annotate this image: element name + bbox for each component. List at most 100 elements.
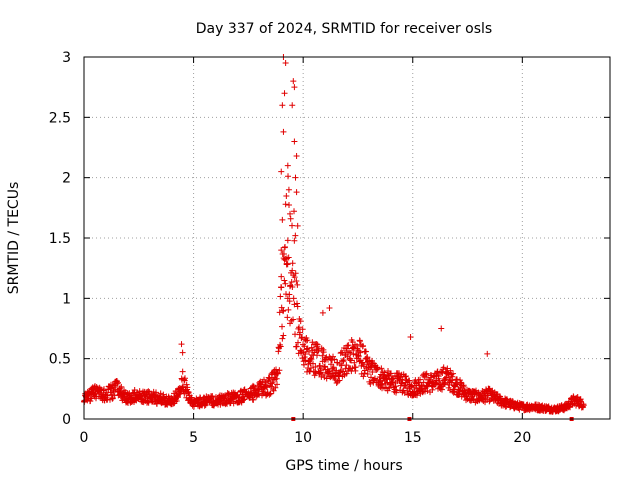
data-point bbox=[179, 384, 186, 391]
data-point bbox=[308, 344, 315, 351]
data-point bbox=[276, 367, 283, 374]
data-point bbox=[454, 376, 461, 383]
data-point bbox=[173, 397, 180, 404]
data-point bbox=[294, 303, 301, 310]
data-point bbox=[460, 382, 467, 389]
data-point bbox=[278, 284, 285, 291]
data-point bbox=[450, 389, 457, 396]
data-point bbox=[291, 301, 298, 308]
data-point bbox=[289, 102, 296, 109]
data-point bbox=[282, 255, 289, 262]
x-axis: 0 5 10 15 20 bbox=[80, 57, 531, 446]
data-point bbox=[284, 162, 291, 169]
data-point bbox=[484, 350, 491, 357]
data-point bbox=[185, 389, 192, 396]
data-point bbox=[393, 387, 400, 394]
data-point bbox=[276, 309, 283, 316]
data-point bbox=[378, 365, 385, 372]
data-point bbox=[114, 380, 121, 387]
data-point bbox=[275, 369, 282, 376]
y-axis-label: SRMTID / TECUs bbox=[6, 182, 22, 295]
data-point bbox=[340, 357, 347, 364]
data-point bbox=[278, 273, 285, 280]
data-point bbox=[178, 341, 185, 348]
data-point bbox=[347, 356, 354, 363]
data-point bbox=[277, 293, 284, 300]
data-point bbox=[285, 173, 292, 180]
data-point bbox=[289, 267, 296, 274]
data-point bbox=[241, 396, 248, 403]
data-point bbox=[447, 387, 454, 394]
data-point bbox=[316, 370, 323, 377]
data-point bbox=[282, 201, 289, 208]
data-point bbox=[279, 102, 286, 109]
data-point bbox=[182, 375, 189, 382]
data-point bbox=[282, 244, 289, 251]
data-point bbox=[111, 384, 118, 391]
data-point bbox=[319, 352, 326, 359]
data-point bbox=[109, 395, 116, 402]
data-point bbox=[338, 349, 345, 356]
data-point bbox=[343, 345, 350, 352]
data-point bbox=[336, 377, 343, 384]
data-point bbox=[423, 370, 430, 377]
data-point bbox=[264, 384, 271, 391]
data-point bbox=[304, 345, 311, 352]
data-point bbox=[281, 250, 288, 257]
data-point bbox=[450, 370, 457, 377]
data-point bbox=[285, 306, 292, 313]
data-point bbox=[356, 348, 363, 355]
data-point bbox=[363, 355, 370, 362]
data-point bbox=[289, 222, 296, 229]
data-point bbox=[328, 361, 335, 368]
data-point bbox=[179, 349, 186, 356]
data-point bbox=[420, 379, 427, 386]
data-point bbox=[320, 349, 327, 356]
data-point bbox=[388, 370, 395, 377]
data-point bbox=[374, 366, 381, 373]
x-tick-label: 15 bbox=[404, 430, 422, 446]
data-point bbox=[457, 379, 464, 386]
data-point bbox=[293, 278, 300, 285]
data-point bbox=[580, 402, 587, 409]
data-point bbox=[435, 373, 442, 380]
data-point bbox=[222, 392, 229, 399]
data-point bbox=[369, 368, 376, 375]
data-point bbox=[318, 367, 325, 374]
data-point bbox=[326, 304, 333, 311]
data-point bbox=[401, 382, 408, 389]
data-point bbox=[279, 323, 286, 330]
x-tick-label: 10 bbox=[294, 430, 312, 446]
data-point bbox=[272, 384, 279, 391]
x-axis-label: GPS time / hours bbox=[285, 458, 402, 474]
x-tick-label: 0 bbox=[80, 430, 89, 446]
data-point bbox=[449, 377, 456, 384]
data-point bbox=[329, 365, 336, 372]
data-point bbox=[191, 403, 198, 410]
data-point bbox=[274, 381, 281, 388]
data-point bbox=[357, 338, 364, 345]
data-point bbox=[290, 78, 297, 85]
data-point bbox=[367, 364, 374, 371]
data-point bbox=[314, 352, 321, 359]
data-point bbox=[354, 346, 361, 353]
data-point bbox=[293, 152, 300, 159]
data-point bbox=[301, 343, 308, 350]
data-point bbox=[298, 335, 305, 342]
data-point bbox=[176, 391, 183, 398]
x-tick-label: 20 bbox=[513, 430, 531, 446]
data-point bbox=[291, 274, 298, 281]
data-point bbox=[307, 355, 314, 362]
data-point bbox=[392, 383, 399, 390]
data-point bbox=[287, 210, 294, 217]
data-point bbox=[266, 374, 273, 381]
data-point bbox=[360, 373, 367, 380]
data-point bbox=[284, 295, 291, 302]
data-point bbox=[301, 361, 308, 368]
data-point bbox=[363, 348, 370, 355]
data-point bbox=[319, 309, 326, 316]
data-point bbox=[288, 279, 295, 286]
data-point bbox=[295, 339, 302, 346]
data-point bbox=[279, 216, 286, 223]
